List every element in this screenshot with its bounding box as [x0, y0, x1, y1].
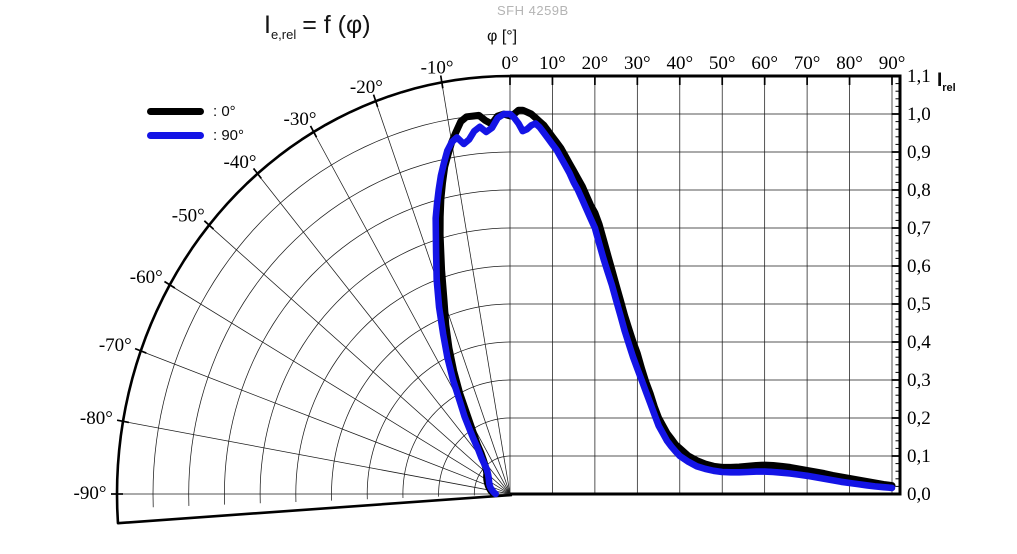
svg-text:60°: 60° — [751, 53, 778, 74]
device-part-number: SFH 4259B — [497, 3, 569, 18]
legend-item-90deg: : 90° — [147, 127, 244, 144]
chart-title-symbol: I — [264, 11, 271, 39]
curves — [432, 106, 896, 498]
svg-text:0,0: 0,0 — [907, 484, 931, 505]
legend-item-0deg: : 0° — [147, 103, 244, 120]
right-axis-tick-labels: 1,1 1,0 0,9 0,8 0,7 0,6 0,5 0,4 0,3 0,2 0,1 0,0 — [907, 66, 931, 505]
svg-text:0,4: 0,4 — [907, 332, 931, 353]
grid — [117, 76, 900, 508]
svg-text:-60°: -60° — [130, 267, 163, 288]
svg-text:0,2: 0,2 — [907, 408, 931, 429]
chart-title-subscript: e,rel — [270, 27, 297, 42]
svg-text:-70°: -70° — [99, 335, 132, 356]
svg-text:30°: 30° — [624, 53, 651, 74]
svg-text:0,1: 0,1 — [907, 446, 931, 467]
svg-text:0,3: 0,3 — [907, 370, 931, 391]
svg-text:20°: 20° — [582, 53, 609, 74]
svg-text:50°: 50° — [709, 53, 736, 74]
x-axis-title: φ [°] — [487, 28, 518, 45]
legend: : 0° : 90° — [147, 103, 244, 144]
legend-swatch-90deg — [147, 132, 204, 139]
svg-text:0,5: 0,5 — [907, 294, 931, 315]
top-axis-tick-labels: 0° 10° 20° 30° 40° 50° 60° 70° 80° 90° — [501, 53, 905, 74]
axis-ticks — [111, 75, 900, 495]
svg-text:10°: 10° — [539, 53, 566, 74]
polar-angle-labels: -10° -20° -30° -40° -50° -60° -70° -80° -90° — [74, 58, 454, 504]
legend-label-90deg: : 90° — [213, 127, 245, 144]
svg-text:0,9: 0,9 — [907, 142, 931, 163]
svg-text:0,7: 0,7 — [907, 218, 931, 239]
svg-text:-90°: -90° — [74, 483, 107, 504]
chart-title-function: = f (φ) — [302, 11, 371, 39]
svg-text:-50°: -50° — [172, 205, 205, 226]
svg-text:90°: 90° — [879, 53, 906, 74]
svg-text:1,1: 1,1 — [907, 66, 931, 87]
svg-text:70°: 70° — [794, 53, 821, 74]
y-axis-title: Irel — [937, 70, 956, 94]
chart-title: Ie,rel = f (φ) — [264, 11, 371, 42]
svg-text:80°: 80° — [836, 53, 863, 74]
svg-text:-80°: -80° — [80, 408, 113, 429]
legend-label-0deg: : 0° — [213, 103, 236, 120]
svg-text:1,0: 1,0 — [907, 104, 931, 125]
legend-swatch-0deg — [147, 108, 204, 115]
svg-text:-10°: -10° — [421, 58, 454, 79]
svg-text:0,6: 0,6 — [907, 256, 931, 277]
y-axis-title-symbol: I — [937, 70, 943, 91]
curve-90deg — [432, 110, 896, 498]
svg-text:40°: 40° — [666, 53, 693, 74]
svg-text:0°: 0° — [501, 53, 518, 74]
y-axis-title-subscript: rel — [942, 81, 956, 94]
svg-text:-30°: -30° — [284, 109, 317, 130]
svg-text:-20°: -20° — [350, 77, 383, 98]
svg-text:-40°: -40° — [224, 152, 257, 173]
svg-text:0,8: 0,8 — [907, 180, 931, 201]
